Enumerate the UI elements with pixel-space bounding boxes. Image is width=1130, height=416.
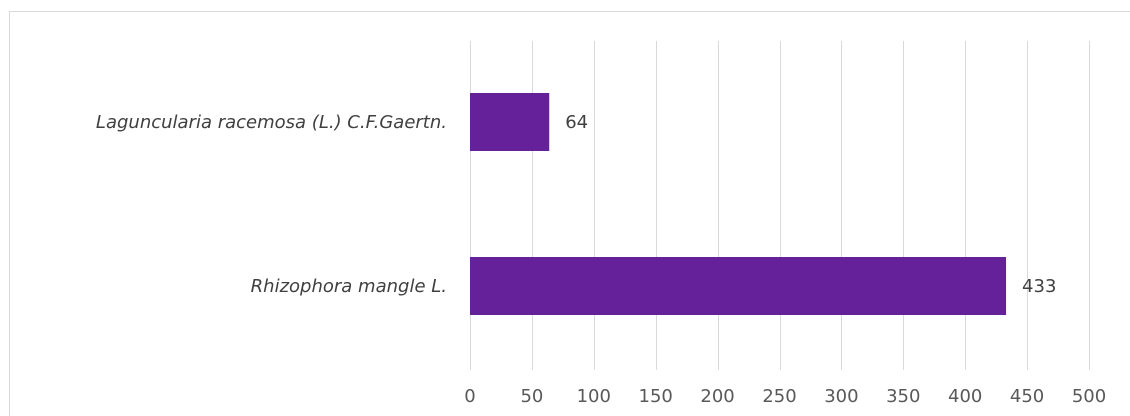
x-tick-label: 400 — [948, 386, 982, 407]
labels: 0 50 100 150 200 250 300 350 400 450 500 Laguncular… — [96, 112, 1106, 407]
x-tick-label: 0 — [464, 386, 475, 407]
x-tick-label: 200 — [700, 386, 734, 407]
x-tick-label: 450 — [1010, 386, 1044, 407]
x-tick-label: 500 — [1072, 386, 1106, 407]
bar — [470, 93, 550, 151]
gridlines — [470, 41, 1090, 370]
x-tick-label: 150 — [639, 386, 673, 407]
x-tick-label: 250 — [762, 386, 796, 407]
x-tick-label: 350 — [886, 386, 920, 407]
data-label: 433 — [1022, 276, 1056, 297]
x-tick-label: 50 — [520, 386, 543, 407]
category-label: Laguncularia racemosa (L.) C.F.Gaertn. — [96, 112, 447, 133]
x-tick-label: 100 — [577, 386, 611, 407]
bar — [470, 257, 1007, 315]
chart-frame — [9, 11, 1130, 416]
x-tick-label: 300 — [824, 386, 858, 407]
category-label: Rhizophora mangle L. — [251, 276, 447, 297]
data-label: 64 — [565, 112, 588, 133]
bars — [470, 93, 1007, 315]
